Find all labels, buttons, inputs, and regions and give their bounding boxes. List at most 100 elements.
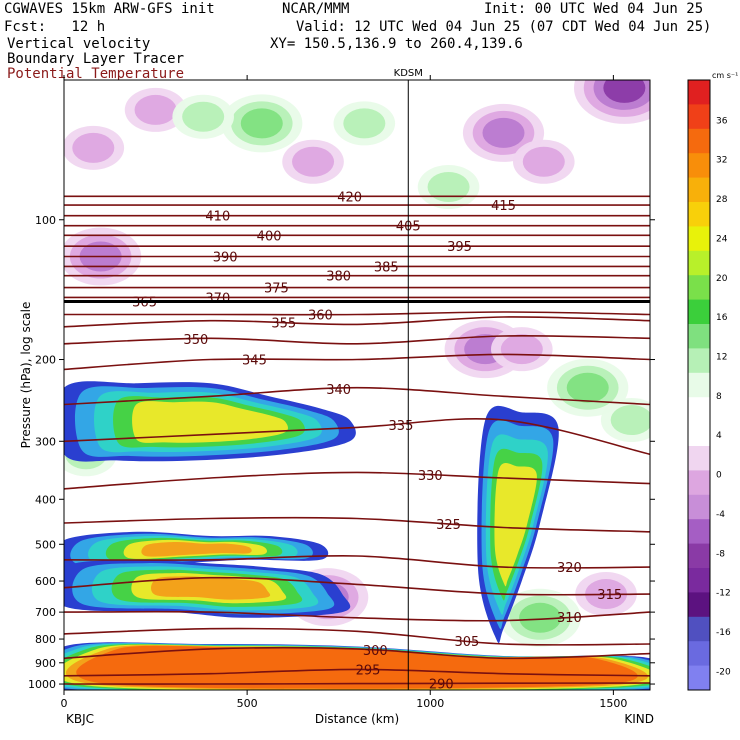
w-cell bbox=[482, 117, 525, 148]
theta-contour-335 bbox=[64, 418, 650, 456]
colorbar-swatch bbox=[688, 324, 710, 349]
theta-label-380: 380 bbox=[326, 270, 351, 285]
colorbar-tick-label: 0 bbox=[716, 471, 722, 481]
colorbar-tick-label: -12 bbox=[716, 589, 731, 599]
theta-contour-360 bbox=[64, 311, 650, 316]
tracer-mid-layer bbox=[141, 541, 252, 557]
colorbar-unit: cm s⁻¹ bbox=[712, 71, 738, 80]
theta-label-290: 290 bbox=[429, 677, 454, 692]
theta-contour-330 bbox=[64, 471, 650, 490]
w-cell bbox=[519, 602, 562, 633]
theta-label-335: 335 bbox=[389, 419, 414, 434]
x-tick-label: 1000 bbox=[416, 697, 444, 710]
theta-contour-310 bbox=[64, 610, 650, 622]
colorbar-swatch bbox=[688, 177, 710, 203]
boundary-layer-tracer-field bbox=[64, 381, 650, 690]
w-cell bbox=[292, 146, 335, 177]
y-tick-label: 800 bbox=[35, 633, 56, 646]
forecast-hour: Fcst: 12 h bbox=[4, 19, 106, 35]
colorbar-swatch bbox=[688, 226, 710, 252]
center-label: NCAR/MMM bbox=[282, 1, 350, 17]
theta-label-410: 410 bbox=[205, 210, 230, 225]
potential-temperature-contours: 290 295 300 305 310 315 320 325 330 335 340 345 350 3… bbox=[64, 190, 650, 692]
colorbar-tick-label: 20 bbox=[716, 274, 728, 284]
colorbar-swatch bbox=[688, 128, 710, 154]
theta-label-355: 355 bbox=[271, 317, 296, 332]
colorbar-frame bbox=[687, 79, 711, 691]
w-cell bbox=[566, 372, 609, 403]
station-title: KDSM bbox=[394, 68, 423, 79]
field-vertical-velocity: Vertical velocity bbox=[7, 36, 151, 52]
y-tick-label: 500 bbox=[35, 538, 56, 551]
colorbar-swatch bbox=[688, 299, 710, 325]
theta-label-320: 320 bbox=[557, 561, 582, 576]
theta-label-360: 360 bbox=[308, 309, 333, 324]
vertical-velocity-field bbox=[64, 80, 650, 647]
cross-section-endpoints: XY= 150.5,136.9 to 260.4,139.6 bbox=[270, 36, 523, 52]
colorbar-tick-label: 32 bbox=[716, 156, 727, 166]
theta-label-315: 315 bbox=[597, 588, 622, 603]
y-tick-label: 300 bbox=[35, 435, 56, 448]
colorbar-swatch bbox=[688, 421, 710, 447]
theta-label-420: 420 bbox=[337, 190, 362, 205]
theta-label-310: 310 bbox=[557, 611, 582, 626]
theta-contour-355 bbox=[64, 316, 650, 328]
theta-label-370: 370 bbox=[205, 291, 230, 306]
theta-label-390: 390 bbox=[213, 251, 238, 266]
theta-contour-305 bbox=[64, 627, 650, 646]
theta-label-400: 400 bbox=[257, 229, 282, 244]
colorbar-tick-label: 24 bbox=[716, 234, 728, 244]
y-tick-label: 100 bbox=[35, 214, 56, 227]
colorbar-swatch bbox=[688, 104, 710, 130]
w-cell bbox=[603, 80, 646, 103]
colorbar-swatch bbox=[688, 202, 710, 227]
colorbar-swatch bbox=[688, 592, 710, 618]
w-cell bbox=[522, 146, 565, 177]
theta-contour-295 bbox=[64, 668, 650, 677]
colorbar-swatch bbox=[688, 397, 710, 423]
valid-time: Valid: 12 UTC Wed 04 Jun 25 (07 CDT Wed … bbox=[296, 19, 712, 35]
colorbar-tick-label: 8 bbox=[716, 392, 722, 402]
colorbar-tick-label: -8 bbox=[716, 549, 725, 559]
theta-label-350: 350 bbox=[183, 333, 208, 348]
plot-area: 290 295 300 305 310 315 320 325 330 335 340 345 350 3… bbox=[64, 80, 650, 692]
x-tick-label: 1500 bbox=[599, 697, 627, 710]
y-tick-label: 400 bbox=[35, 493, 56, 506]
colorbar-swatch bbox=[688, 519, 710, 545]
y-tick-label: 1000 bbox=[28, 678, 56, 691]
colorbar-swatch bbox=[688, 275, 710, 301]
colorbar-swatch bbox=[688, 153, 710, 179]
y-tick-label: 200 bbox=[35, 354, 56, 367]
theta-label-295: 295 bbox=[356, 664, 381, 679]
w-cell bbox=[427, 171, 470, 202]
colorbar-tick-label: 12 bbox=[716, 352, 727, 362]
theta-label-345: 345 bbox=[242, 354, 267, 369]
colorbar-swatch bbox=[688, 348, 710, 374]
x-tick-label: 0 bbox=[61, 697, 68, 710]
x-axis: 0 500 1000 1500 bbox=[61, 75, 627, 710]
colorbar-swatch bbox=[688, 616, 710, 642]
x-axis-label: Distance (km) bbox=[315, 712, 399, 726]
colorbar-swatch bbox=[688, 641, 710, 667]
tracer-surface bbox=[76, 645, 638, 689]
w-cell bbox=[500, 334, 543, 365]
theta-label-415: 415 bbox=[491, 199, 516, 214]
theta-contour-325 bbox=[64, 516, 650, 533]
theta-contour-315 bbox=[64, 576, 650, 596]
w-cell bbox=[240, 108, 283, 139]
colorbar-swatch bbox=[688, 568, 710, 593]
theta-contour-300 bbox=[64, 646, 650, 660]
right-endpoint-label: KIND bbox=[624, 712, 654, 726]
model-title: CGWAVES 15km ARW-GFS init bbox=[4, 1, 215, 17]
colorbar-tick-label: -4 bbox=[716, 510, 725, 520]
colorbar-swatch bbox=[688, 372, 710, 398]
w-cell bbox=[72, 132, 115, 163]
theta-label-375: 375 bbox=[264, 282, 289, 297]
theta-contour-340 bbox=[64, 386, 650, 406]
colorbar-swatch bbox=[688, 543, 710, 569]
colorbar-tick-label: -20 bbox=[716, 667, 731, 677]
colorbar-swatch bbox=[688, 80, 710, 105]
theta-label-300: 300 bbox=[363, 644, 388, 659]
theta-label-325: 325 bbox=[436, 518, 461, 533]
